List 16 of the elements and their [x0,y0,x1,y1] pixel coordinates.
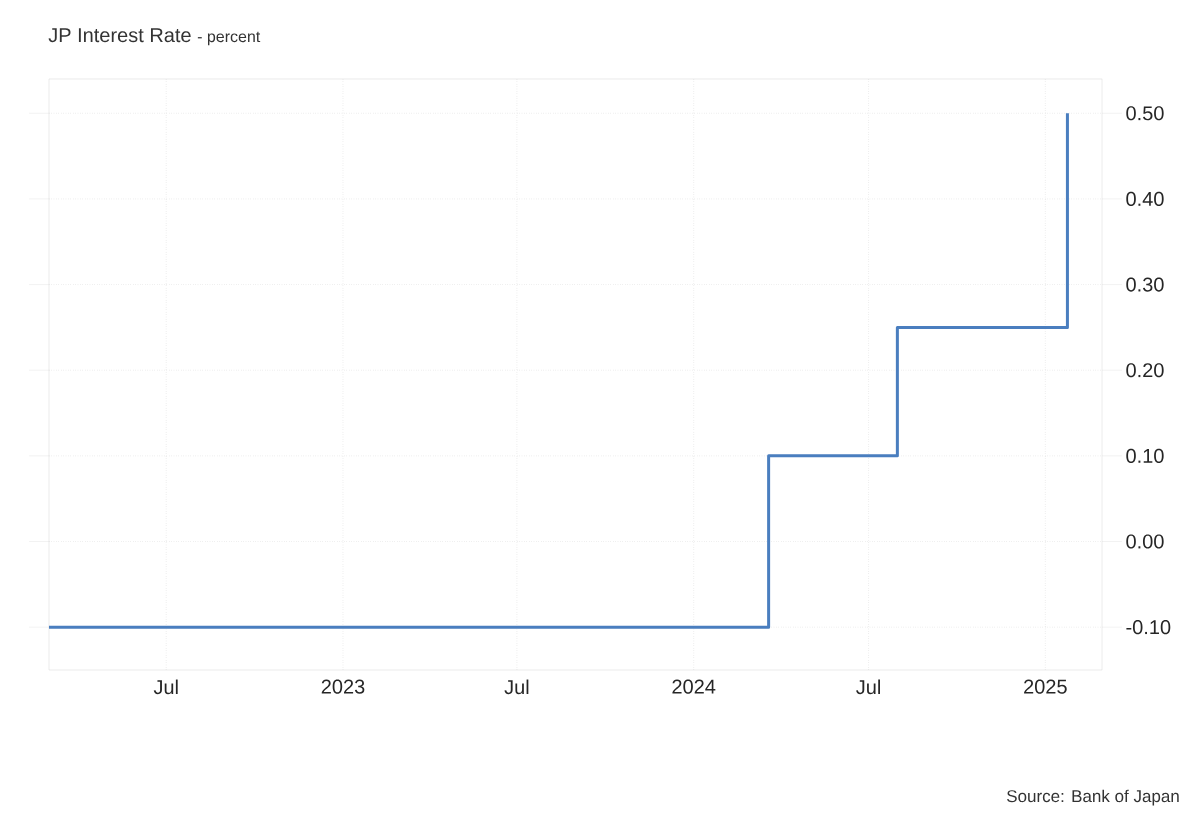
x-tick-label: 2024 [672,679,716,694]
y-tick-label: 0.20 [1126,363,1164,378]
x-tick-label: 2025 [1024,679,1067,694]
chart-title: JP Interest Rate [48,28,191,43]
x-tick-label: Jul [153,679,178,695]
y-tick-label: 0.30 [1126,277,1164,292]
x-tick-label: 2023 [321,679,365,694]
y-tick-label: 0.50 [1126,106,1164,121]
y-tick-label: -0.10 [1126,620,1171,635]
y-tick-label: 0.10 [1126,448,1164,463]
source-note: Source: Bank of Japan [1007,789,1179,806]
y-tick-label: 0.00 [1126,534,1164,549]
chart-subtitle: - percent [197,31,261,46]
y-tick-label: 0.40 [1126,191,1164,206]
x-tick-label: Jul [856,679,880,695]
x-tick-label: Jul [504,679,529,695]
